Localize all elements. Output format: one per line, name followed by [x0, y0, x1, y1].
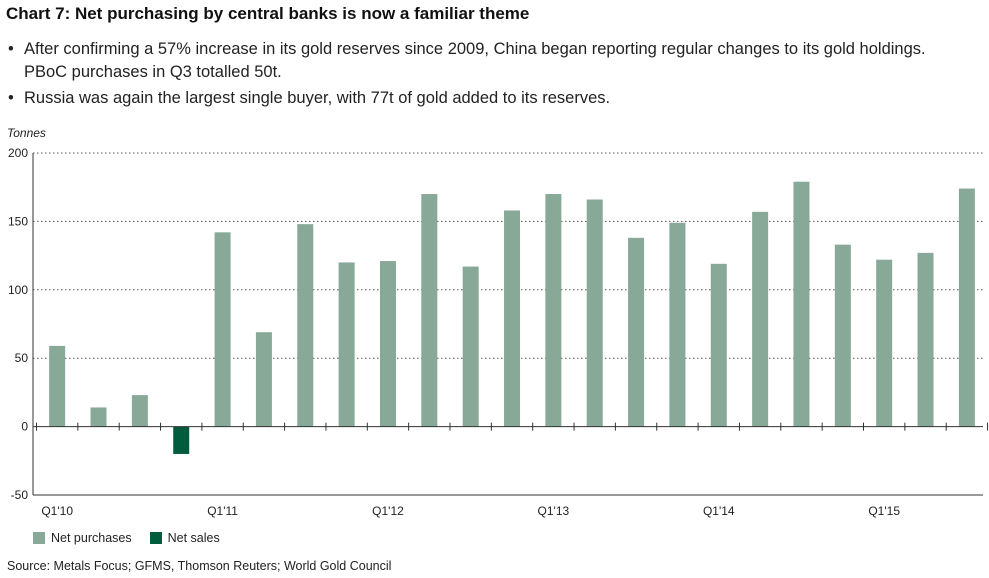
y-axis-unit-label: Tonnes: [7, 126, 46, 140]
bar-net-purchases: [462, 266, 479, 427]
x-tick-label: Q1'10: [41, 504, 73, 518]
bar-net-purchases: [834, 244, 851, 427]
legend-item-net-purchases: Net purchases: [33, 531, 132, 545]
bar-net-purchases: [752, 211, 769, 427]
bar-net-purchases: [214, 232, 231, 427]
chart-title: Chart 7: Net purchasing by central banks…: [6, 4, 530, 23]
legend-label-net-purchases: Net purchases: [51, 531, 132, 545]
x-tick-label: Q1'13: [538, 504, 570, 518]
bullet-point: Russia was again the largest single buye…: [6, 87, 966, 110]
bar-net-purchases: [131, 395, 148, 427]
bar-net-purchases: [297, 224, 314, 427]
legend-label-net-sales: Net sales: [167, 531, 220, 545]
y-tick-label: 200: [8, 146, 28, 160]
bar-net-purchases: [421, 194, 438, 427]
bar-net-purchases: [917, 252, 934, 427]
y-tick-label: 150: [8, 214, 28, 228]
bar-net-purchases: [669, 222, 686, 427]
x-tick-label: Q1'12: [372, 504, 404, 518]
legend-item-net-sales: Net sales: [149, 531, 220, 545]
bar-chart: -50 0 50 100 150 200 Q1'10 Q1'11 Q1'12 Q1'13 Q1'14…: [8, 146, 989, 518]
bullet-list: After confirming a 57% increase in its g…: [6, 38, 966, 113]
bar-net-purchases: [90, 407, 107, 427]
source-note: Source: Metals Focus; GFMS, Thomson Reut…: [7, 559, 392, 573]
legend: Net purchases Net sales: [33, 531, 238, 545]
x-tick-label: Q1'14: [703, 504, 735, 518]
y-tick-label: 100: [8, 283, 28, 297]
y-tick-label: 50: [15, 351, 29, 365]
bar-net-purchases: [793, 181, 810, 427]
legend-swatch-net-sales: [149, 532, 162, 544]
x-tick-label: Q1'11: [207, 504, 238, 518]
bar-net-purchases: [504, 210, 521, 427]
bar-net-purchases: [379, 261, 396, 427]
legend-swatch-net-purchases: [33, 532, 45, 544]
bar-net-purchases: [338, 262, 355, 427]
bar-net-purchases: [255, 332, 272, 427]
bar-net-purchases: [876, 259, 893, 427]
bar-net-purchases: [586, 199, 603, 427]
bar-net-purchases: [958, 188, 975, 427]
bar-net-purchases: [628, 237, 645, 427]
y-tick-label: 0: [21, 420, 28, 434]
bar-net-sales: [173, 426, 190, 454]
bullet-point: After confirming a 57% increase in its g…: [6, 38, 966, 84]
bar-net-purchases: [710, 263, 727, 427]
y-tick-label: -50: [11, 488, 29, 502]
bar-net-purchases: [545, 194, 562, 427]
bar-net-purchases: [49, 345, 66, 427]
x-tick-label: Q1'15: [868, 504, 900, 518]
